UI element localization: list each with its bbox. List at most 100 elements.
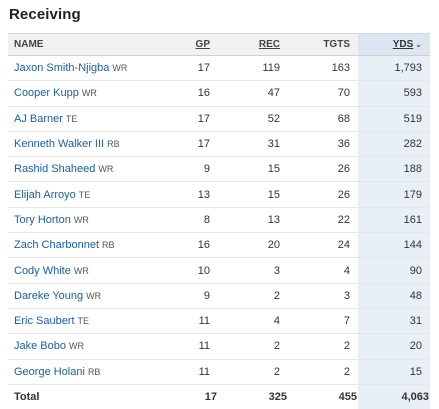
gp-cell: 17 [158, 55, 218, 82]
yds-cell: 519 [358, 106, 430, 132]
receiving-table: NAME GP REC TGTS YDS ⌄ Jaxon Smith-Njigba… [8, 33, 430, 409]
tgts-cell: 2 [288, 359, 358, 385]
player-link[interactable]: Zach Charbonnet [14, 239, 99, 252]
table-row: Jaxon Smith-Njigba WR 17 119 163 1,793 [8, 55, 430, 82]
player-link[interactable]: Eric Saubert [14, 315, 75, 328]
gp-cell: 11 [158, 333, 218, 360]
table-row: Eric Saubert TE 11 4 7 31 [8, 308, 430, 335]
gp-cell: 11 [158, 359, 218, 385]
table-row: AJ Barner TE 17 52 68 519 [8, 106, 430, 132]
total-row: Total 17 325 455 4,063 [8, 384, 430, 409]
tgts-cell: 2 [288, 333, 358, 360]
tgts-cell: 22 [288, 207, 358, 234]
column-header-gp[interactable]: GP [158, 33, 218, 56]
yds-cell: 593 [358, 80, 430, 107]
player-position: RB [102, 240, 115, 251]
player-link[interactable]: Elijah Arroyo [14, 188, 76, 201]
player-position: WR [81, 88, 97, 99]
table-row: Kenneth Walker III RB 17 31 36 282 [8, 131, 430, 158]
column-header-gp-label[interactable]: GP [195, 39, 210, 50]
player-link[interactable]: Kenneth Walker III [14, 138, 105, 151]
player-cell: Eric Saubert TE [8, 308, 158, 335]
tgts-cell: 24 [288, 232, 358, 259]
gp-cell: 8 [158, 207, 218, 234]
player-cell: George Holani RB [8, 359, 158, 385]
yds-cell: 20 [358, 333, 430, 360]
yds-cell: 1,793 [358, 55, 430, 82]
player-cell: Tory Horton WR [8, 207, 158, 234]
rec-cell: 47 [218, 80, 288, 107]
player-position: TE [65, 113, 78, 124]
player-cell: AJ Barner TE [8, 106, 158, 132]
player-position: WR [68, 341, 84, 352]
rec-cell: 2 [218, 333, 288, 360]
section-title: Receiving [9, 6, 81, 23]
column-header-yds[interactable]: YDS ⌄ [358, 33, 430, 56]
tgts-cell: 36 [288, 131, 358, 158]
player-link[interactable]: Jake Bobo [14, 340, 66, 353]
tgts-cell: 26 [288, 181, 358, 208]
tgts-cell: 70 [288, 80, 358, 107]
rec-cell: 119 [218, 55, 288, 82]
player-link[interactable]: Rashid Shaheed [14, 163, 96, 176]
player-cell: Dareke Young WR [8, 283, 158, 309]
player-position: WR [73, 265, 89, 276]
column-header-rec-label[interactable]: REC [258, 39, 280, 50]
gp-cell: 11 [158, 308, 218, 335]
player-position: WR [98, 164, 114, 175]
yds-cell: 90 [358, 257, 430, 284]
rec-cell: 15 [218, 156, 288, 183]
tgts-cell: 4 [288, 257, 358, 284]
player-link[interactable]: Tory Horton [14, 213, 71, 226]
gp-cell: 10 [158, 257, 218, 284]
total-rec: 325 [268, 391, 287, 404]
tgts-cell: 3 [288, 283, 358, 309]
yds-cell: 188 [358, 156, 430, 183]
rec-cell: 3 [218, 257, 288, 284]
total-gp: 17 [204, 391, 217, 404]
table-row: Cody White WR 10 3 4 90 [8, 257, 430, 284]
table-row: Cooper Kupp WR 16 47 70 593 [8, 80, 430, 107]
player-cell: Jake Bobo WR [8, 333, 158, 360]
player-link[interactable]: AJ Barner [14, 112, 63, 125]
player-link[interactable]: George Holani [14, 365, 85, 378]
rec-cell: 31 [218, 131, 288, 158]
player-link[interactable]: Cooper Kupp [14, 87, 79, 100]
column-header-rec[interactable]: REC [218, 33, 288, 56]
yds-cell: 31 [358, 308, 430, 335]
total-tgts: 455 [338, 391, 357, 404]
player-position: WR [112, 63, 128, 74]
column-header-tgts-label[interactable]: TGTS [323, 39, 350, 50]
tgts-cell: 26 [288, 156, 358, 183]
sort-descending-icon: ⌄ [415, 40, 422, 49]
player-link[interactable]: Dareke Young [14, 289, 84, 302]
yds-cell: 48 [358, 283, 430, 309]
tgts-cell: 163 [288, 55, 358, 82]
player-cell: Jaxon Smith-Njigba WR [8, 55, 158, 82]
gp-cell: 13 [158, 181, 218, 208]
header-row: NAME GP REC TGTS YDS ⌄ [8, 33, 430, 56]
tgts-cell: 68 [288, 106, 358, 132]
yds-cell: 144 [358, 232, 430, 259]
table-row: Dareke Young WR 9 2 3 48 [8, 283, 430, 309]
gp-cell: 16 [158, 80, 218, 107]
player-cell: Kenneth Walker III RB [8, 131, 158, 158]
gp-cell: 17 [158, 106, 218, 132]
column-header-tgts[interactable]: TGTS [288, 33, 358, 56]
gp-cell: 17 [158, 131, 218, 158]
player-link[interactable]: Cody White [14, 264, 71, 277]
gp-cell: 16 [158, 232, 218, 259]
rec-cell: 15 [218, 181, 288, 208]
column-header-name: NAME [8, 33, 158, 56]
player-link[interactable]: Jaxon Smith-Njigba [14, 62, 110, 75]
rec-cell: 2 [218, 283, 288, 309]
rec-cell: 20 [218, 232, 288, 259]
column-header-yds-label[interactable]: YDS [392, 39, 414, 50]
player-position: TE [78, 189, 91, 200]
table-row: George Holani RB 11 2 2 15 [8, 359, 430, 385]
player-position: RB [87, 366, 101, 377]
player-position: WR [86, 290, 102, 301]
rec-cell: 4 [218, 308, 288, 335]
yds-cell: 161 [358, 207, 430, 234]
